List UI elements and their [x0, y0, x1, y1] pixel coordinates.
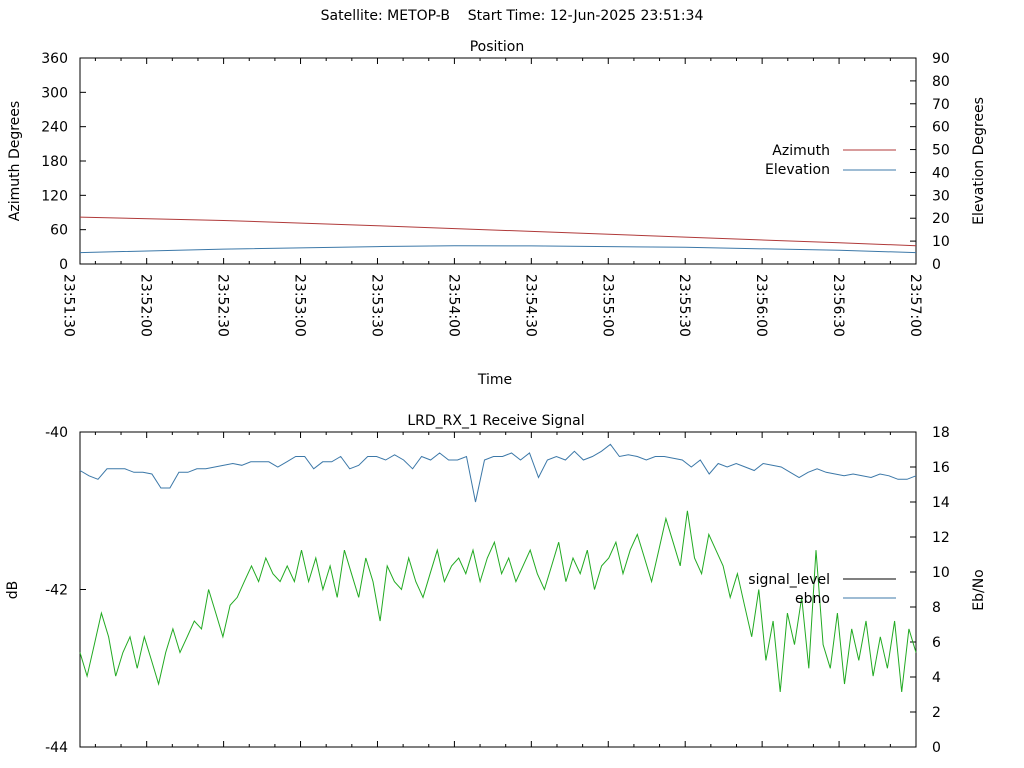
time-tick-label: 23:53:30	[368, 274, 384, 337]
left-tick-label: -44	[45, 740, 68, 756]
right-tick-label: 0	[932, 257, 941, 273]
left-tick-label: 120	[41, 188, 68, 204]
right-tick-label: 10	[932, 234, 950, 250]
right-tick-label: 30	[932, 188, 950, 204]
position-legend: Azimuth Elevation	[765, 143, 896, 178]
left-tick-label: 180	[41, 154, 68, 170]
time-tick-label: 23:52:30	[215, 274, 231, 337]
left-tick-label: -40	[45, 425, 68, 441]
left-tick-label: -42	[45, 583, 68, 599]
time-tick-label: 23:56:00	[753, 274, 769, 337]
position-x-axis-label: Time	[477, 372, 512, 388]
series-line-signal-level	[79, 510, 917, 692]
legend-azimuth-label: Azimuth	[772, 143, 830, 159]
right-tick-label: 40	[932, 165, 950, 181]
chart-header: Satellite: METOP-B Start Time: 12-Jun-20…	[0, 8, 1024, 24]
left-tick-label: 0	[59, 257, 68, 273]
signal-time-ticks	[94, 432, 917, 747]
time-tick-label: 23:51:30	[61, 274, 77, 337]
signal-series	[79, 443, 917, 692]
right-tick-label: 18	[932, 425, 950, 441]
series-line-azimuth	[79, 216, 917, 247]
legend-signal-level-label: signal_level	[748, 572, 830, 588]
right-tick-label: 6	[932, 635, 941, 651]
left-tick-label: 60	[50, 223, 68, 239]
legend-ebno-label: ebno	[795, 591, 830, 607]
series-line-ebno	[79, 443, 917, 503]
time-tick-label: 23:52:00	[138, 274, 154, 337]
signal-plot-frame	[79, 431, 917, 748]
position-left-axis-label: Azimuth Degrees	[7, 101, 23, 221]
position-chart-title: Position	[470, 39, 525, 55]
left-tick-label: 240	[41, 120, 68, 136]
position-chart: Position 0 60 120 180 240 300 360 0 10 20 30 40 50 6…	[7, 39, 987, 388]
signal-right-axis-label: Eb/No	[971, 569, 987, 611]
position-left-ticks: 0 60 120 180 240 300 360	[41, 51, 86, 273]
legend-elevation-label: Elevation	[765, 162, 830, 178]
right-tick-label: 70	[932, 97, 950, 113]
right-tick-label: 8	[932, 600, 941, 616]
right-tick-label: 2	[932, 705, 941, 721]
start-time-label: Start Time: 12-Jun-2025 23:51:34	[467, 8, 704, 24]
position-right-ticks: 0 10 20 30 40 50 60 70 80 90	[910, 51, 950, 273]
right-tick-label: 80	[932, 74, 950, 90]
right-tick-label: 20	[932, 211, 950, 227]
time-tick-label: 23:57:00	[907, 274, 923, 337]
position-right-axis-label: Elevation Degrees	[971, 97, 987, 225]
position-plot-frame	[79, 57, 917, 265]
right-tick-label: 90	[932, 51, 950, 67]
signal-left-ticks: -44 -42 -40	[45, 425, 86, 756]
right-tick-label: 14	[932, 495, 950, 511]
right-tick-label: 12	[932, 530, 950, 546]
series-line-elevation	[79, 245, 917, 254]
time-tick-label: 23:53:00	[292, 274, 308, 337]
signal-chart-title: LRD_RX_1 Receive Signal	[407, 413, 584, 429]
position-time-ticks: 23:51:30 23:52:00 23:52:30 23:53:00 23:53:30…	[61, 58, 923, 337]
right-tick-label: 60	[932, 120, 950, 136]
time-tick-label: 23:55:30	[676, 274, 692, 337]
satellite-label: Satellite: METOP-B	[320, 8, 450, 24]
left-tick-label: 300	[41, 85, 68, 101]
time-tick-label: 23:54:30	[522, 274, 538, 337]
signal-legend: signal_level ebno	[748, 572, 896, 607]
right-tick-label: 16	[932, 460, 950, 476]
signal-left-axis-label: dB	[5, 581, 21, 600]
signal-right-ticks: 0 2 4 6 8 10 12 14 16 18	[910, 425, 950, 756]
right-tick-label: 4	[932, 670, 941, 686]
left-tick-label: 360	[41, 51, 68, 67]
position-series	[79, 216, 917, 254]
right-tick-label: 10	[932, 565, 950, 581]
time-tick-label: 23:54:00	[445, 274, 461, 337]
time-tick-label: 23:56:30	[830, 274, 846, 337]
right-tick-label: 0	[932, 740, 941, 756]
right-tick-label: 50	[932, 143, 950, 159]
time-tick-label: 23:55:00	[599, 274, 615, 337]
